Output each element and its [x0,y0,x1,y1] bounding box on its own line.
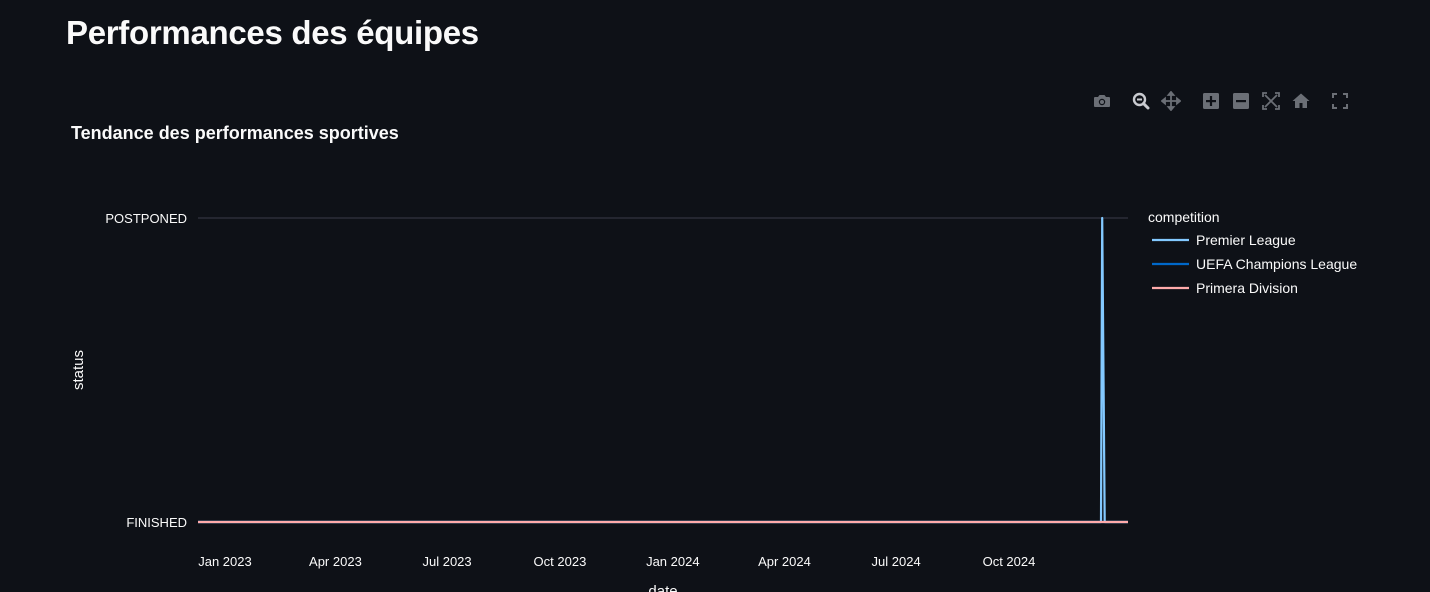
x-tick-label: Oct 2023 [534,554,587,569]
x-tick-label: Jan 2024 [646,554,700,569]
x-axis-title: date [648,583,677,592]
legend-item[interactable]: UEFA Champions League [1152,256,1357,272]
x-tick-label: Apr 2023 [309,554,362,569]
legend-label: Premier League [1196,232,1296,248]
legend-label: UEFA Champions League [1196,256,1357,272]
chart-title: Tendance des performances sportives [71,123,399,143]
x-axis-ticks: Jan 2023 Apr 2023 Jul 2023 Oct 2023 Jan 2024… [198,554,1035,569]
gridlines [198,217,1128,523]
zoom-in-icon[interactable] [1199,90,1223,112]
y-axis-title: status [70,350,87,390]
legend-label: Primera Division [1196,280,1298,296]
legend-title: competition [1148,209,1220,225]
zoom-icon[interactable] [1129,90,1153,112]
zoom-out-icon[interactable] [1229,90,1253,112]
home-icon[interactable] [1289,90,1313,112]
x-tick-label: Jul 2023 [422,554,471,569]
series-line-premier-league[interactable] [198,216,1128,524]
x-tick-label: Jul 2024 [872,554,921,569]
autoscale-icon[interactable] [1259,90,1283,112]
x-tick-label: Oct 2024 [983,554,1036,569]
fullscreen-icon[interactable] [1328,90,1352,112]
x-tick-label: Apr 2024 [758,554,811,569]
y-tick-label: POSTPONED [105,211,187,226]
y-tick-label: FINISHED [126,515,187,530]
legend: competition Premier League UEFA Champions… [1148,209,1357,296]
legend-item[interactable]: Premier League [1152,232,1296,248]
x-tick-label: Jan 2023 [198,554,252,569]
camera-icon[interactable] [1090,90,1114,112]
pan-icon[interactable] [1159,90,1183,112]
chart-modebar [1088,90,1358,112]
y-axis-ticks: FINISHED POSTPONED [105,211,187,530]
page-title: Performances des équipes [66,14,479,51]
series-lines[interactable] [198,216,1128,524]
legend-item[interactable]: Primera Division [1152,280,1298,296]
